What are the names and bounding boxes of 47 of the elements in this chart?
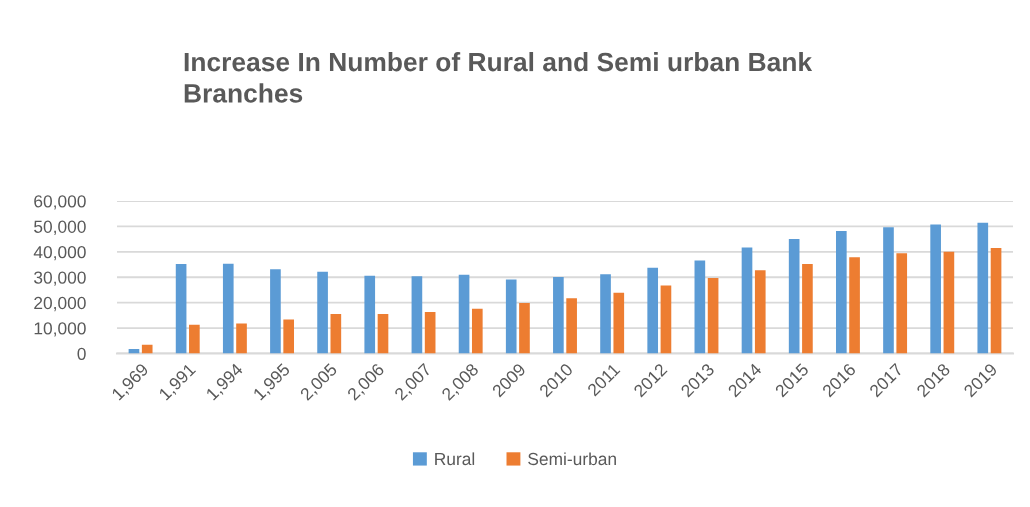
bar <box>364 275 376 354</box>
bar <box>317 271 328 354</box>
bar <box>424 312 436 354</box>
bar <box>835 230 847 354</box>
bar <box>519 302 530 354</box>
bar <box>458 274 470 354</box>
bar <box>377 314 389 354</box>
bar <box>990 248 1002 354</box>
bar <box>553 277 564 354</box>
bar <box>707 278 719 354</box>
bar <box>930 224 941 354</box>
bar <box>141 344 153 354</box>
bar <box>741 247 753 354</box>
y-tick-label: 20,000 <box>34 296 86 312</box>
y-tick-label: 10,000 <box>34 322 86 337</box>
bar <box>330 314 342 354</box>
legend-label: Semi-urban <box>528 452 616 466</box>
y-tick-label: 60,000 <box>34 195 86 210</box>
bar <box>694 260 706 354</box>
bar <box>977 222 989 354</box>
bar <box>175 264 187 354</box>
bar <box>896 253 908 354</box>
bar <box>849 257 860 354</box>
bar <box>647 267 659 354</box>
bar <box>283 319 295 354</box>
bar <box>802 264 813 354</box>
bar <box>754 270 766 354</box>
bar <box>189 324 200 354</box>
legend-label: Rural <box>435 452 475 466</box>
chart-title: Increase In Number of Rural and Semi urban Bank Branches <box>184 52 813 103</box>
y-tick-label: 30,000 <box>34 271 86 286</box>
bar <box>600 274 611 354</box>
bar <box>660 285 672 354</box>
y-tick-label: 50,000 <box>34 220 86 235</box>
bar <box>613 292 625 354</box>
bar <box>411 276 423 354</box>
y-tick-label: 0 <box>77 347 86 360</box>
bar <box>943 251 955 354</box>
y-tick-label: 40,000 <box>33 246 86 261</box>
bar <box>566 298 577 354</box>
bar <box>236 323 247 354</box>
bar <box>505 279 517 354</box>
bar <box>883 227 894 354</box>
bar <box>471 308 483 354</box>
bar <box>788 239 800 354</box>
bar <box>270 269 281 354</box>
bar <box>222 263 234 354</box>
